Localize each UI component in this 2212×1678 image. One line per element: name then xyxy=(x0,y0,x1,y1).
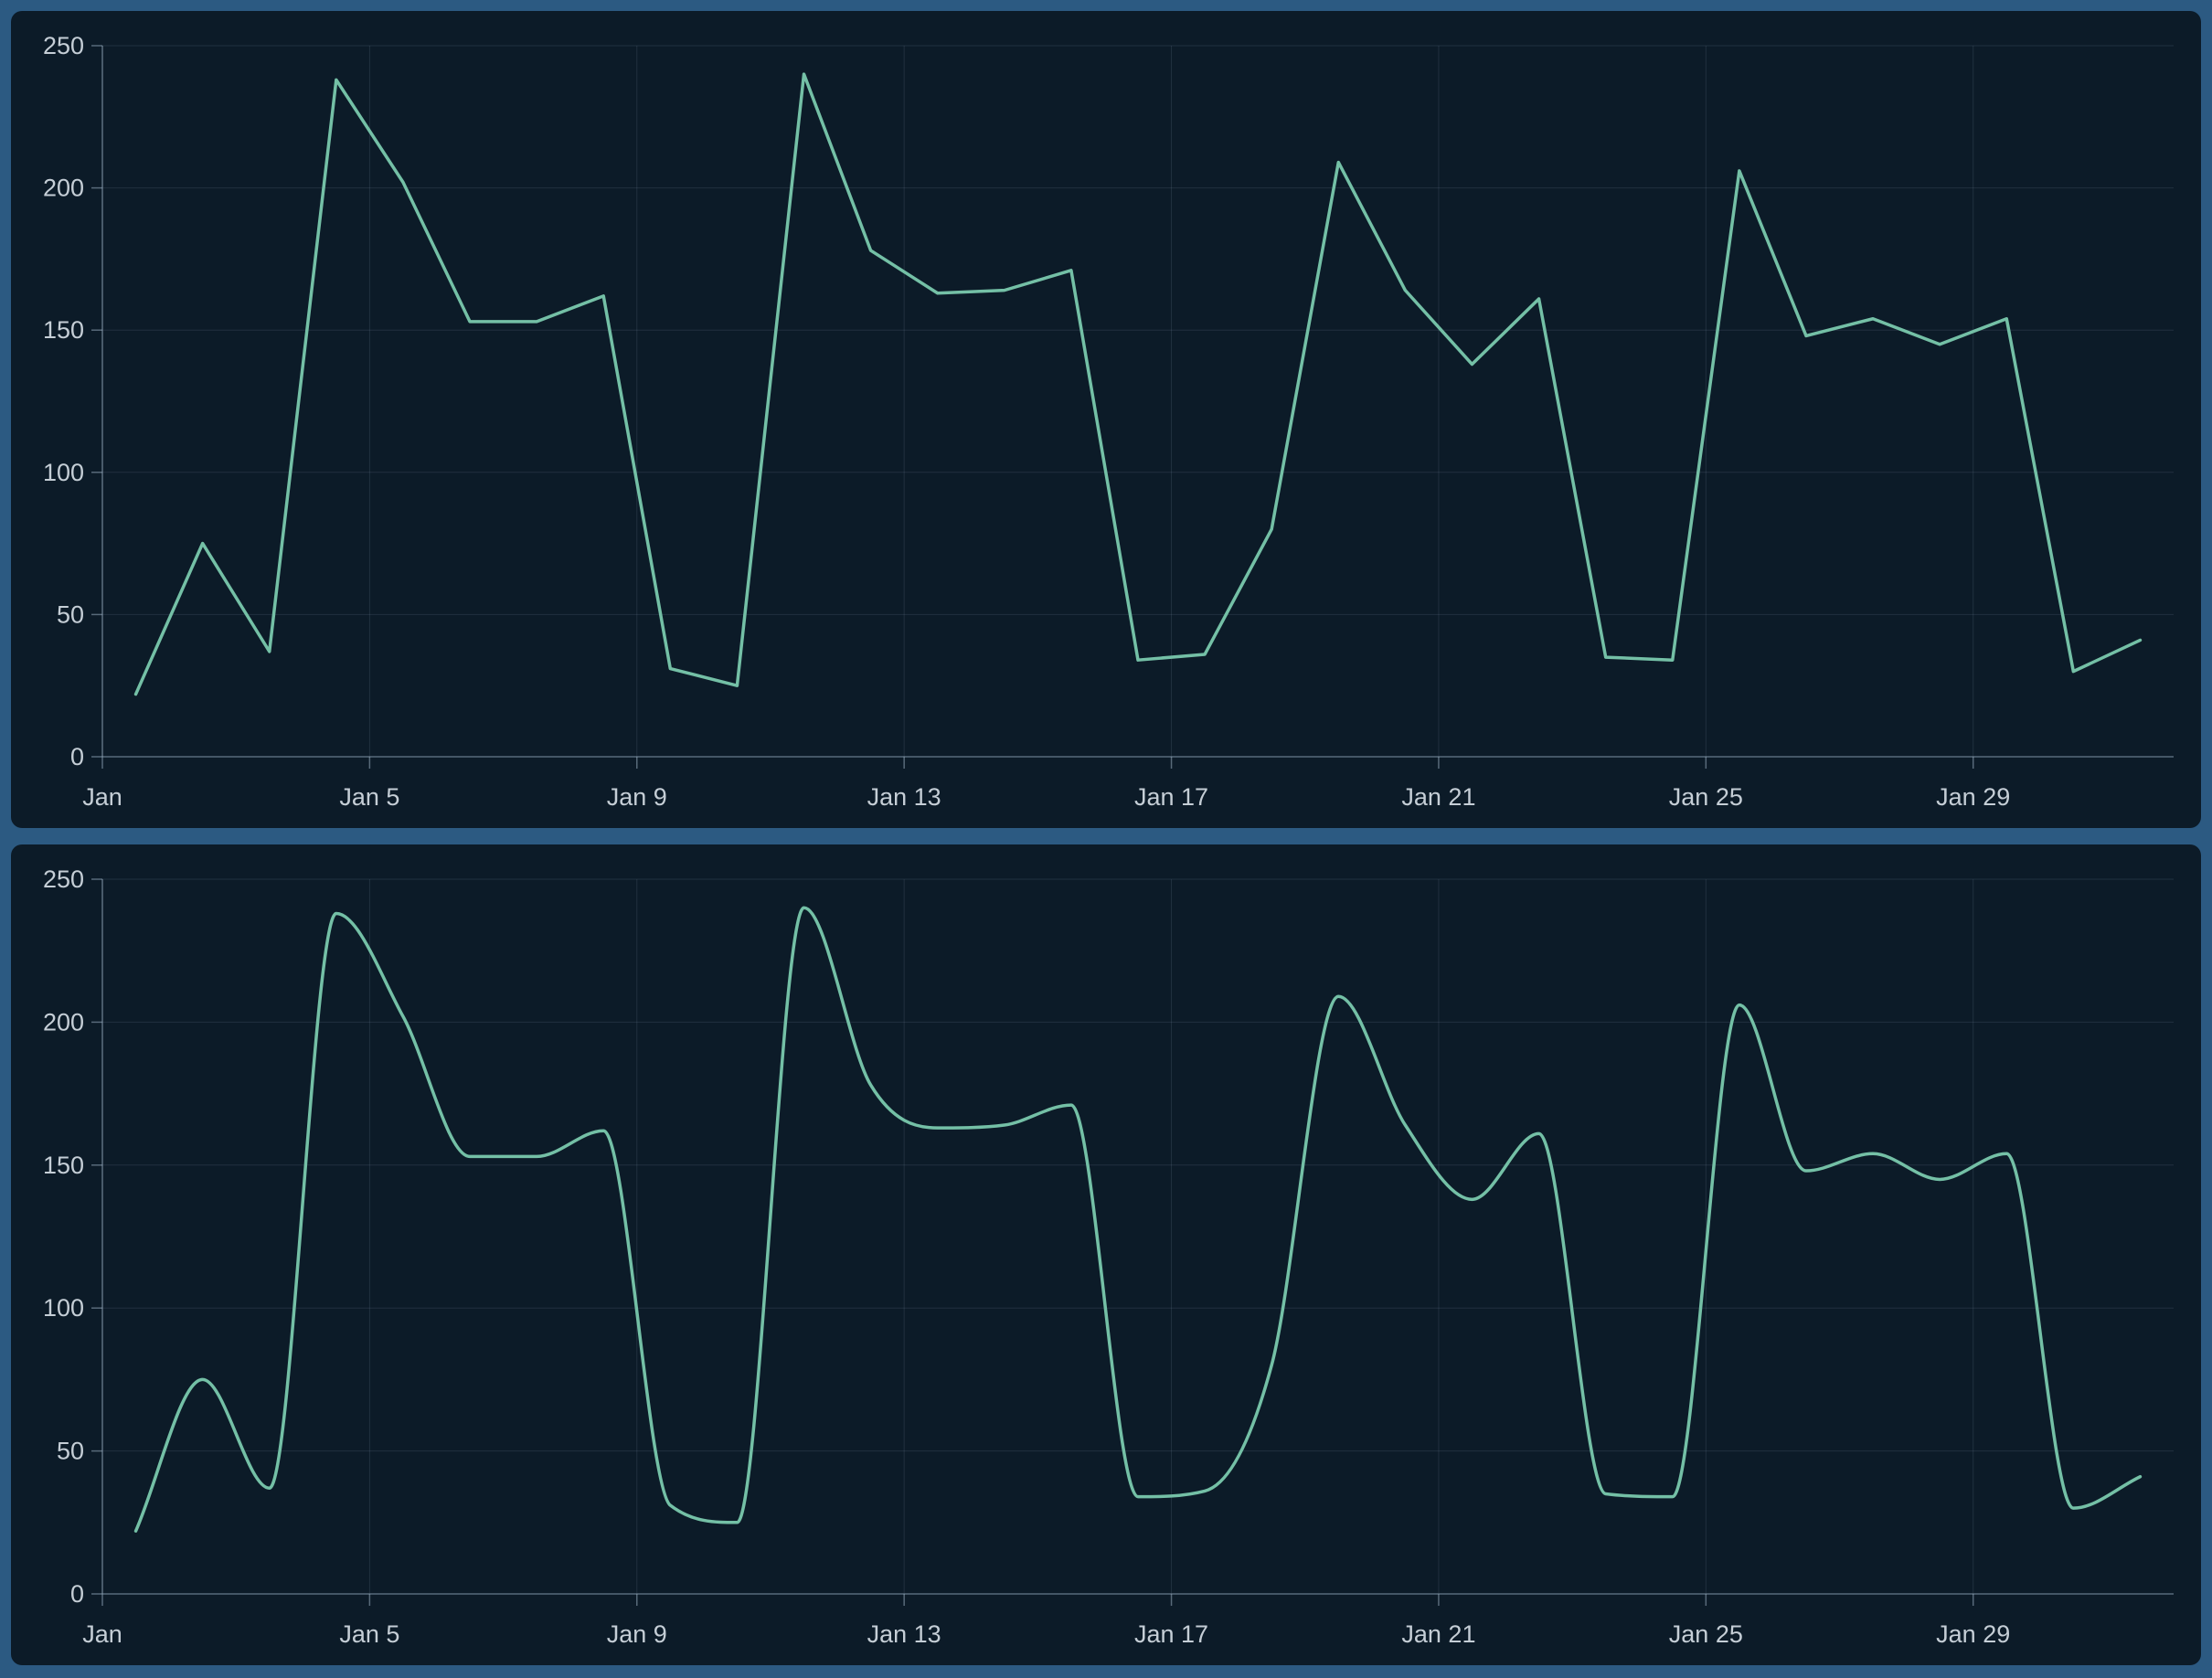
x-axis-label: Jan 5 xyxy=(339,1620,399,1648)
series-line-linear xyxy=(133,72,2143,696)
x-axis-label: Jan 21 xyxy=(1401,783,1475,811)
line-chart-sharp[interactable]: Jan Jan 5 Jan 9 Jan 13 Jan 17 Jan 21 Jan 25 Jan… xyxy=(11,11,2201,828)
y-axis-label: 0 xyxy=(70,1580,84,1608)
y-axis-label: 50 xyxy=(57,600,84,628)
x-axis-label: Jan 5 xyxy=(339,783,399,811)
y-axis-label: 200 xyxy=(43,175,84,202)
chart-panel-bottom: Jan Jan 5 Jan 9 Jan 13 Jan 17 Jan 21 Jan 25 Jan… xyxy=(11,844,2201,1665)
x-axis-label: Jan 25 xyxy=(1669,1620,1743,1648)
x-axis-label: Jan 9 xyxy=(607,1620,667,1648)
y-axis-label: 100 xyxy=(43,1294,84,1322)
line-chart-smooth[interactable]: Jan Jan 5 Jan 9 Jan 13 Jan 17 Jan 21 Jan 25 Jan… xyxy=(11,844,2201,1665)
chart-panel-top: Jan Jan 5 Jan 9 Jan 13 Jan 17 Jan 21 Jan 25 Jan… xyxy=(11,11,2201,828)
x-axis-label: Jan 29 xyxy=(1936,783,2010,811)
x-axis-label: Jan xyxy=(82,783,122,811)
x-axis-label: Jan 29 xyxy=(1936,1620,2010,1648)
x-axis-label: Jan 13 xyxy=(867,783,941,811)
series-line-smooth xyxy=(133,906,2143,1533)
y-axis-label: 50 xyxy=(57,1438,84,1465)
x-axis-label: Jan 25 xyxy=(1669,783,1743,811)
y-axis-label: 100 xyxy=(43,459,84,486)
y-axis-label: 150 xyxy=(43,1152,84,1179)
x-axis-label: Jan 9 xyxy=(607,783,667,811)
x-axis-label: Jan 17 xyxy=(1134,783,1208,811)
y-axis-label: 0 xyxy=(70,743,84,770)
y-axis-label: 250 xyxy=(43,32,84,59)
y-axis-label: 250 xyxy=(43,866,84,893)
x-axis-label: Jan 21 xyxy=(1401,1620,1475,1648)
x-axis-label: Jan 17 xyxy=(1134,1620,1208,1648)
y-axis-label: 150 xyxy=(43,316,84,344)
x-axis-label: Jan 13 xyxy=(867,1620,941,1648)
x-axis-label: Jan xyxy=(82,1620,122,1648)
y-axis-label: 200 xyxy=(43,1008,84,1035)
